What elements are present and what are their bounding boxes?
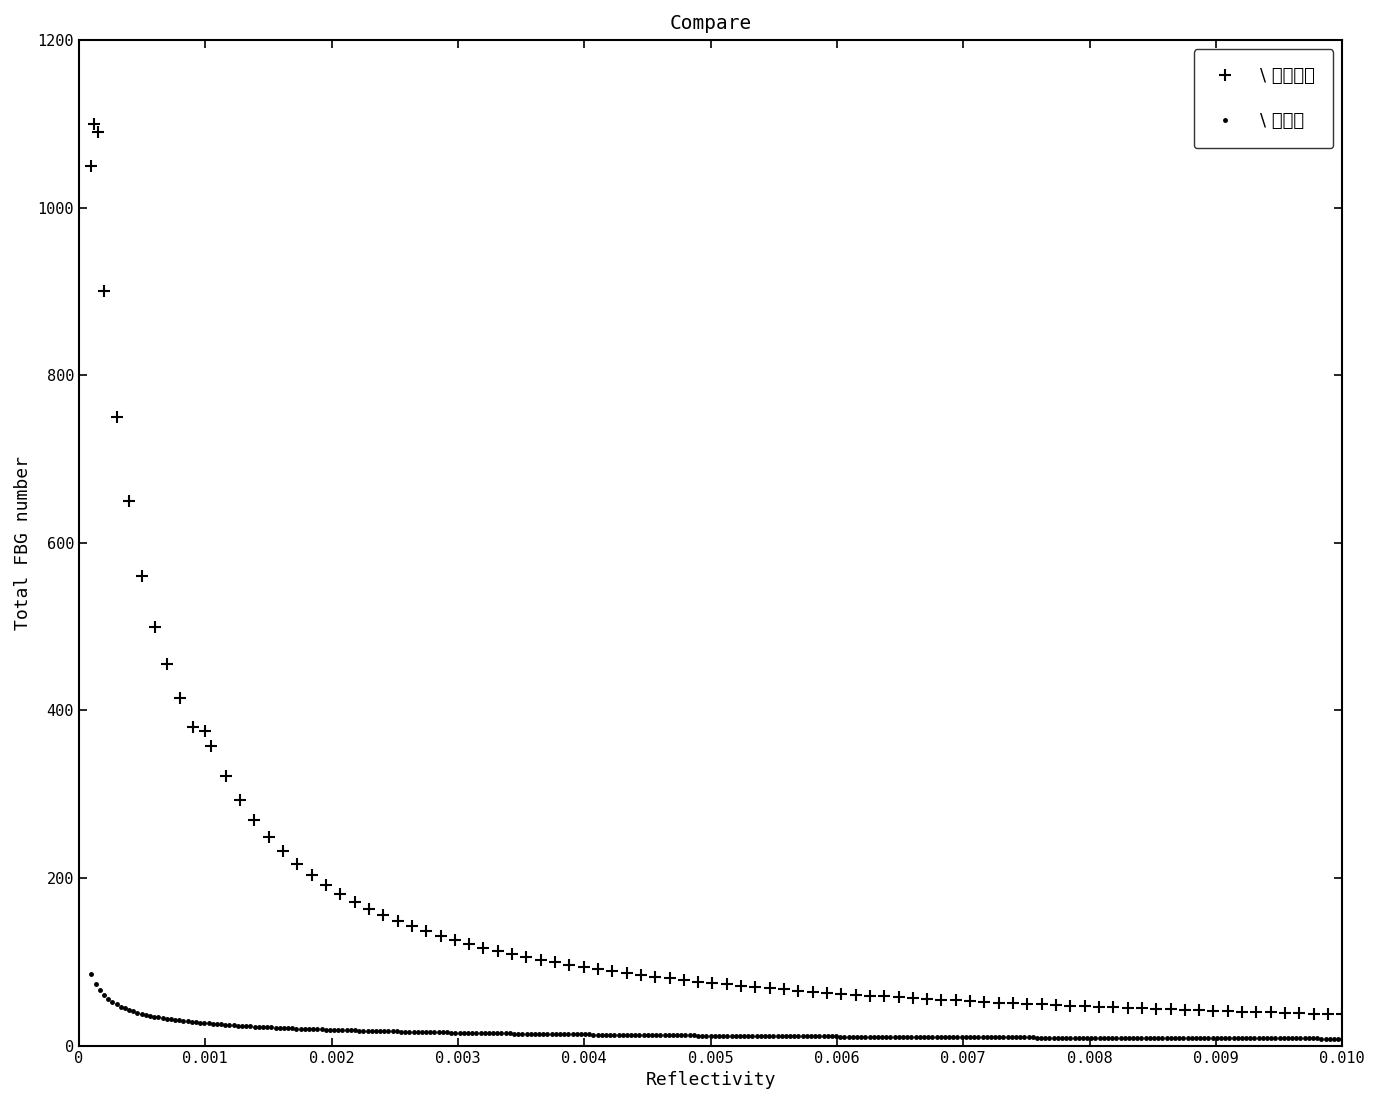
\ 等间隔 [827, 1030, 844, 1043]
\ 等间隔 [1138, 1031, 1154, 1045]
Y-axis label: Total FBG number: Total FBG number [14, 456, 32, 630]
Line: \ 等间隔: \ 等间隔 [88, 971, 1346, 1042]
\ 等间隔 [848, 1030, 865, 1043]
X-axis label: Reflectivity: Reflectivity [645, 1071, 776, 1089]
\ 非等间隔 [1062, 999, 1078, 1013]
\ 非等间隔 [85, 117, 102, 130]
\ 等间隔 [1333, 1032, 1350, 1046]
\ 非等间隔 [1333, 1008, 1350, 1021]
\ 等间隔 [83, 967, 99, 981]
Line: \ 非等间隔: \ 非等间隔 [85, 118, 1349, 1020]
\ 等间隔 [823, 1030, 840, 1043]
Legend: \ 非等间隔, \ 等间隔: \ 非等间隔, \ 等间隔 [1194, 49, 1333, 148]
\ 等间隔 [87, 977, 103, 990]
\ 等间隔 [1216, 1031, 1233, 1045]
\ 非等间隔 [83, 159, 99, 172]
\ 非等间隔 [1077, 999, 1094, 1013]
\ 非等间隔 [1091, 1000, 1107, 1014]
\ 非等间隔 [1005, 997, 1022, 1010]
\ 非等间隔 [819, 986, 836, 999]
\ 非等间隔 [1134, 1002, 1150, 1015]
Title: Compare: Compare [669, 14, 752, 33]
